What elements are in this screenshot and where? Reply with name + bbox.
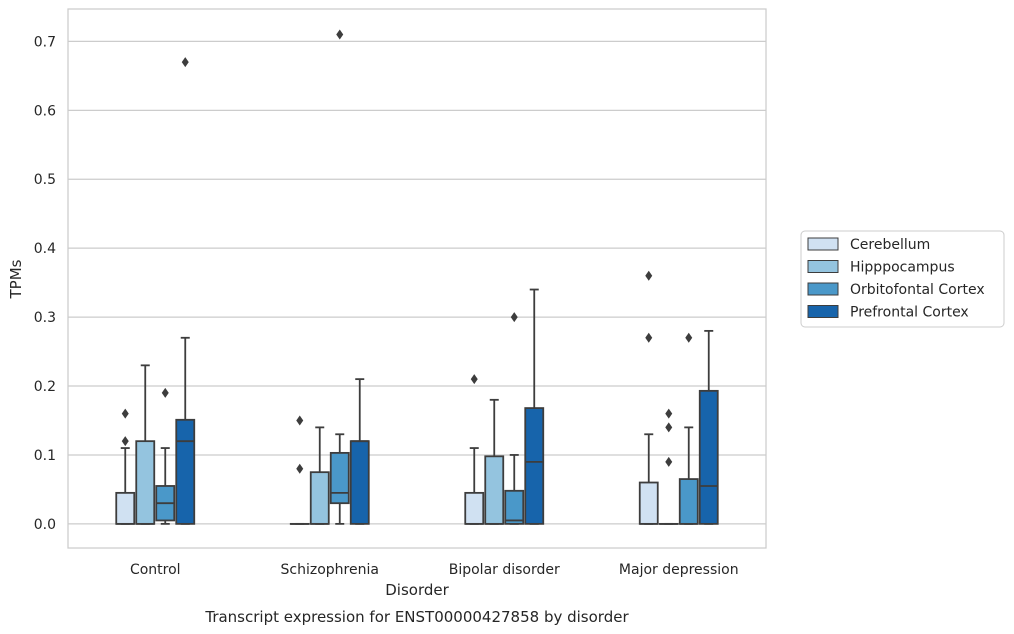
figure-caption: Transcript expression for ENST0000042785… xyxy=(204,608,629,626)
box-orbitofontal-cortex xyxy=(329,29,350,525)
x-tick-label: Bipolar disorder xyxy=(449,562,560,578)
box-hipppocampus xyxy=(484,398,505,525)
outlier-point xyxy=(470,374,478,385)
y-tick-label: 0.5 xyxy=(34,172,56,188)
box-iqr xyxy=(115,491,136,525)
legend-swatch xyxy=(807,237,839,251)
box-iqr xyxy=(329,451,350,505)
outlier-point xyxy=(645,332,653,343)
plot-frame xyxy=(67,8,767,549)
x-tick-label: Control xyxy=(130,562,181,578)
outlier-point xyxy=(121,436,129,447)
y-tick-label: 0.2 xyxy=(34,379,56,395)
box-iqr xyxy=(309,471,330,525)
x-tick-label: Schizophrenia xyxy=(281,562,379,578)
box-hipppocampus xyxy=(658,408,679,525)
outlier-point xyxy=(665,456,673,467)
y-tick-label: 0.1 xyxy=(34,448,56,464)
x-tick-label: Major depression xyxy=(619,562,739,578)
y-tick-label: 0.0 xyxy=(34,517,56,533)
outlier-point xyxy=(296,415,304,426)
box-iqr xyxy=(349,440,370,525)
outlier-point xyxy=(181,57,189,68)
box-cerebellum xyxy=(464,374,485,525)
legend: Cerebellum Hipppocampus Orbitofontal Corte… xyxy=(800,230,1005,328)
box-iqr xyxy=(484,455,505,525)
outlier-point xyxy=(336,29,344,40)
y-axis-label: TPMs xyxy=(7,259,25,299)
x-axis-label: Disorder xyxy=(385,581,449,599)
box-prefrontal-cortex xyxy=(349,378,370,525)
box-orbitofontal-cortex xyxy=(155,387,176,525)
outlier-point xyxy=(161,387,169,398)
box-iqr xyxy=(464,491,485,525)
y-tick-label: 0.4 xyxy=(34,241,56,257)
y-tick-labels: 0.0 0.1 0.2 0.3 0.4 0.5 0.6 0.7 xyxy=(34,34,56,532)
x-tick-labels: Control Schizophrenia Bipolar disorder Majo… xyxy=(130,562,739,578)
legend-frame xyxy=(800,230,1005,328)
legend-label: Orbitofontal Cortex xyxy=(850,282,985,298)
box-iqr xyxy=(504,489,525,525)
y-tick-label: 0.3 xyxy=(34,310,56,326)
legend-label: Hipppocampus xyxy=(850,260,955,276)
box-orbitofontal-cortex xyxy=(678,332,699,525)
outlier-point xyxy=(645,270,653,281)
box-cerebellum xyxy=(638,270,659,525)
box-prefrontal-cortex xyxy=(698,329,719,525)
box-prefrontal-cortex xyxy=(175,57,196,525)
legend-swatch xyxy=(807,282,839,296)
legend-swatch xyxy=(807,305,839,318)
box-cerebellum xyxy=(289,415,310,525)
box-hipppocampus xyxy=(135,364,156,525)
legend-label: Cerebellum xyxy=(850,237,930,253)
outlier-point xyxy=(510,312,518,323)
y-tick-label: 0.7 xyxy=(34,34,56,50)
box-cerebellum xyxy=(115,408,136,525)
box-iqr xyxy=(524,407,545,525)
box-groups xyxy=(115,29,719,525)
legend-label: Prefrontal Cortex xyxy=(850,305,969,321)
y-tick-label: 0.6 xyxy=(34,103,56,119)
grid-lines xyxy=(68,40,766,525)
outlier-point xyxy=(296,463,304,474)
box-orbitofontal-cortex xyxy=(504,312,525,525)
box-iqr xyxy=(698,389,719,525)
legend-swatch xyxy=(807,260,839,273)
outlier-point xyxy=(685,332,693,343)
box-iqr xyxy=(638,481,659,525)
box-iqr xyxy=(135,440,156,525)
outlier-point xyxy=(665,422,673,433)
box-iqr xyxy=(175,418,196,525)
box-iqr xyxy=(678,478,699,525)
box-prefrontal-cortex xyxy=(524,288,545,525)
box-hipppocampus xyxy=(309,426,330,525)
outlier-point xyxy=(665,408,673,419)
outlier-point xyxy=(121,408,129,419)
